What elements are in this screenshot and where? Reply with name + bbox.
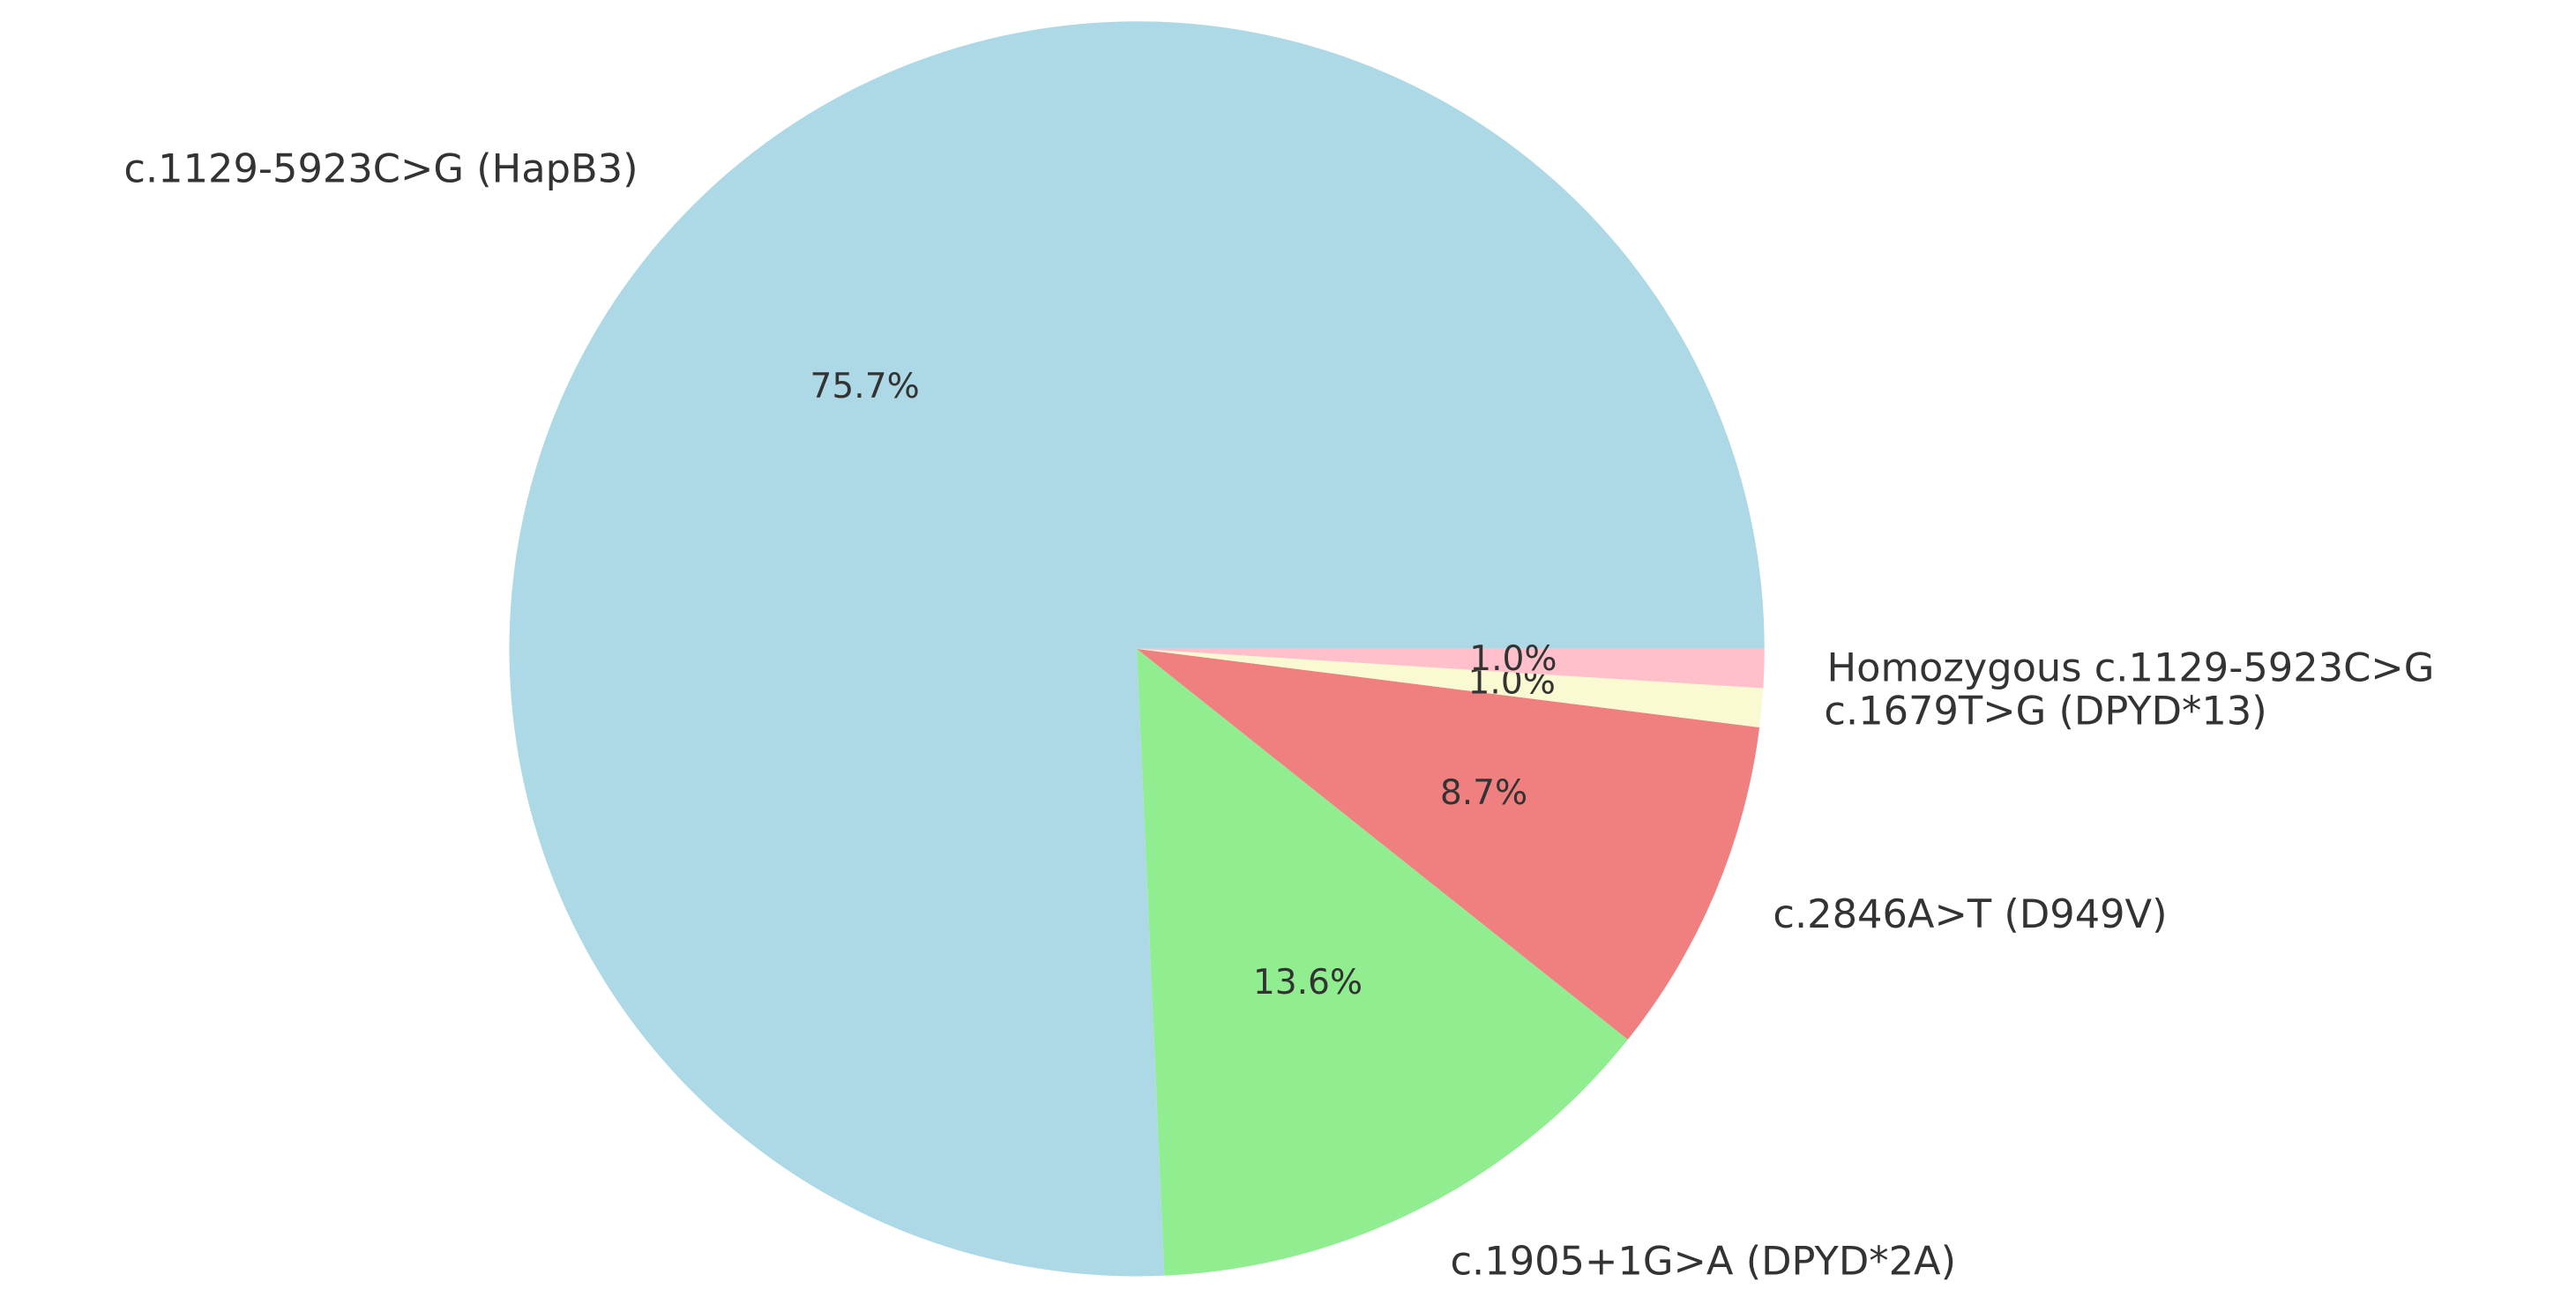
slice-label: c.2846A>T (D949V) bbox=[1773, 891, 2167, 937]
slice-label: Homozygous c.1129-5923C>G bbox=[1827, 645, 2435, 690]
slice-label: c.1129-5923C>G (HapB3) bbox=[123, 146, 638, 192]
slice-percent: 1.0% bbox=[1469, 639, 1557, 679]
slice-percent: 13.6% bbox=[1253, 963, 1363, 1003]
slice-label: c.1905+1G>A (DPYD*2A) bbox=[1450, 1238, 1956, 1284]
slice-percent: 75.7% bbox=[810, 367, 920, 406]
pie-slice bbox=[1137, 648, 1760, 1040]
pie-slice bbox=[1137, 648, 1628, 1276]
slice-percent: 8.7% bbox=[1440, 773, 1527, 813]
pie-slice bbox=[1137, 648, 1765, 689]
slice-label: c.1679T>G (DPYD*13) bbox=[1824, 689, 2266, 734]
pie-slice bbox=[1137, 648, 1764, 728]
